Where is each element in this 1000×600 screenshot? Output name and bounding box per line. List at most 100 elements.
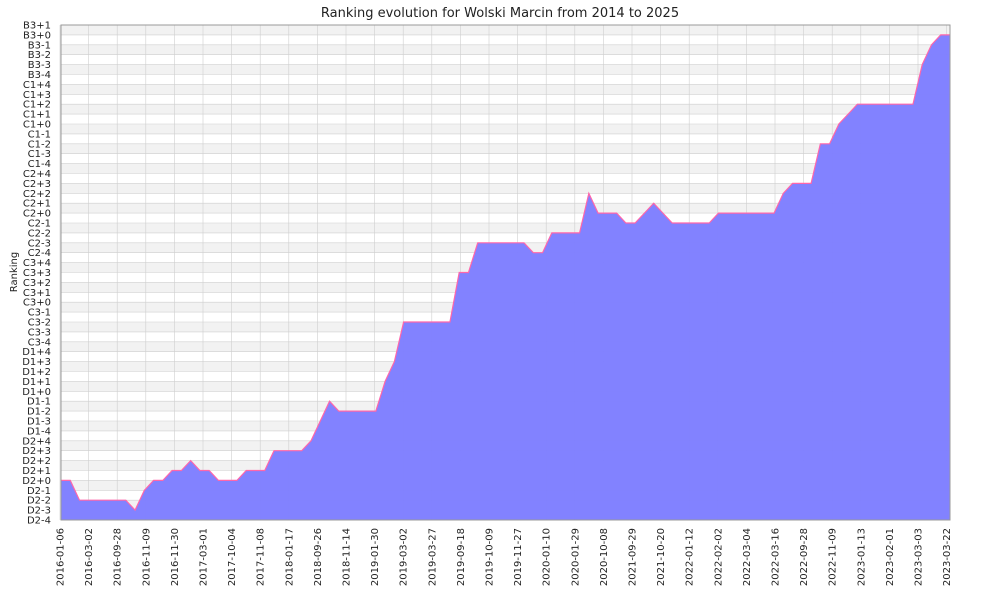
y-tick-label: C1+0 (23, 120, 51, 131)
plot-band (61, 124, 950, 134)
y-tick-label: D2-4 (27, 516, 51, 527)
y-tick-label: C1+3 (23, 90, 51, 101)
ranking-series (61, 34, 950, 521)
y-tick-label: D1+2 (22, 367, 51, 378)
x-tick-label: 2022-09-28 (799, 528, 810, 586)
x-tick-label: 2018-01-17 (284, 528, 295, 586)
x-tick-label: 2020-01-29 (570, 528, 581, 586)
x-tick-label: 2019-01-30 (370, 528, 381, 586)
x-tick-label: 2021-09-29 (628, 528, 639, 586)
y-tick-label: C1-1 (28, 129, 51, 140)
x-tick-label: 2016-09-28 (113, 528, 124, 586)
y-tick-label: C2+0 (23, 209, 51, 220)
y-tick-label: B3-3 (28, 60, 51, 71)
y-tick-label: C3-4 (28, 337, 51, 348)
x-tick-label: 2022-01-12 (685, 528, 696, 586)
x-tick-label: 2019-11-27 (513, 528, 524, 586)
x-tick-label: 2018-09-26 (313, 528, 324, 586)
x-tick-label: 2023-03-03 (914, 528, 925, 586)
plot-band (61, 64, 950, 75)
x-tick-label: 2022-02-02 (713, 528, 724, 586)
x-tick-label: 2017-11-08 (256, 528, 267, 586)
x-tick-label: 2018-11-14 (342, 528, 353, 586)
plot-frame (60, 24, 951, 521)
y-tick-label: D2+0 (22, 476, 51, 487)
y-tick-label: D2+1 (22, 466, 51, 477)
y-tick-label: B3-1 (28, 40, 51, 51)
x-tick-label: 2023-01-13 (856, 528, 867, 586)
plot-band (61, 104, 950, 115)
y-tick-label: C2+3 (23, 179, 51, 190)
x-tick-label: 2023-03-22 (942, 528, 953, 586)
y-tick-label: D2-1 (27, 486, 51, 497)
plot-band (61, 183, 950, 194)
plot-band (61, 223, 950, 233)
x-tick-label: 2019-03-02 (399, 528, 410, 586)
y-tick-label: C2-4 (28, 248, 51, 259)
y-tick-label: D1-4 (27, 426, 51, 437)
y-tick-label: D2+2 (22, 456, 51, 467)
ranking-line (61, 34, 950, 512)
y-tick-label: C1-4 (28, 159, 51, 170)
x-tick-label: 2022-11-09 (828, 528, 839, 586)
y-tick-label: C1-2 (28, 139, 51, 150)
y-axis-label: Ranking (9, 252, 20, 292)
y-tick-label: C1+4 (23, 80, 51, 91)
x-tick-label: 2019-03-27 (427, 528, 438, 586)
y-tick-label: C3+2 (23, 278, 51, 289)
y-tick-label: C2-2 (28, 228, 51, 239)
x-tick-label: 2019-10-09 (485, 528, 496, 586)
y-tick-label: D2+4 (22, 436, 51, 447)
x-tick-label: 2016-11-30 (170, 528, 181, 586)
y-tick-label: C1+1 (23, 110, 51, 121)
y-tick-label: C3-3 (28, 327, 51, 338)
plot-band (61, 203, 950, 214)
x-tick-label: 2020-10-08 (599, 528, 610, 586)
chart-title: Ranking evolution for Wolski Marcin from… (321, 6, 679, 21)
plot-band (61, 44, 950, 55)
y-tick-label: C2+2 (23, 189, 51, 200)
y-tick-label: D1+1 (22, 377, 51, 388)
y-tick-label: C3-2 (28, 318, 51, 329)
x-tick-label: 2022-03-04 (742, 528, 753, 586)
y-tick-label: C2-3 (28, 238, 51, 249)
y-tick-label: D1+4 (22, 347, 51, 358)
y-tick-label: C2+4 (23, 169, 51, 180)
y-tick-label: C2+1 (23, 199, 51, 210)
y-tick-label: C3+4 (23, 258, 51, 269)
plot-band (61, 25, 950, 35)
y-tick-label: D1+3 (22, 357, 51, 368)
y-tick-label: C1+2 (23, 100, 51, 111)
plot-band (61, 84, 950, 95)
x-tick-label: 2023-02-01 (885, 528, 896, 586)
y-tick-label: B3-4 (28, 70, 51, 81)
y-tick-label: C2-1 (28, 219, 51, 230)
x-tick-label: 2022-03-16 (771, 528, 782, 586)
y-tick-label: B3+1 (23, 21, 51, 32)
y-tick-labels: D2-4D2-3D2-2D2-1D2+0D2+1D2+2D2+3D2+4D1-4… (22, 21, 51, 527)
y-tick-label: C3+1 (23, 288, 51, 299)
ranking-area (61, 34, 950, 521)
x-tick-label: 2021-10-20 (656, 528, 667, 586)
x-tick-label: 2020-01-10 (542, 528, 553, 586)
x-tick-labels: 2016-01-06 2016-03-02 2016-09-28 2016-11-09… (56, 528, 954, 586)
x-tick-label: 2017-10-04 (227, 528, 238, 586)
x-tick-label: 2019-09-18 (456, 528, 467, 586)
y-tick-label: D1-2 (27, 407, 51, 418)
y-tick-label: D1-1 (27, 397, 51, 408)
y-tick-label: D1+0 (22, 387, 51, 398)
x-tick-label: 2016-03-02 (84, 528, 95, 586)
y-tick-label: C3-1 (28, 308, 51, 319)
x-tick-label: 2017-03-01 (199, 528, 210, 586)
y-tick-label: D1-3 (27, 417, 51, 428)
plot-band (61, 143, 950, 154)
y-tick-label: C3+0 (23, 298, 51, 309)
x-tick-label: 2016-11-09 (141, 528, 152, 586)
y-tick-label: D2+3 (22, 446, 51, 457)
y-tick-label: B3-2 (28, 50, 51, 61)
y-tick-label: D2-3 (27, 506, 51, 517)
x-tick-label: 2016-01-06 (56, 528, 67, 586)
y-tick-label: B3+0 (23, 30, 51, 41)
y-tick-label: D2-2 (27, 496, 51, 507)
